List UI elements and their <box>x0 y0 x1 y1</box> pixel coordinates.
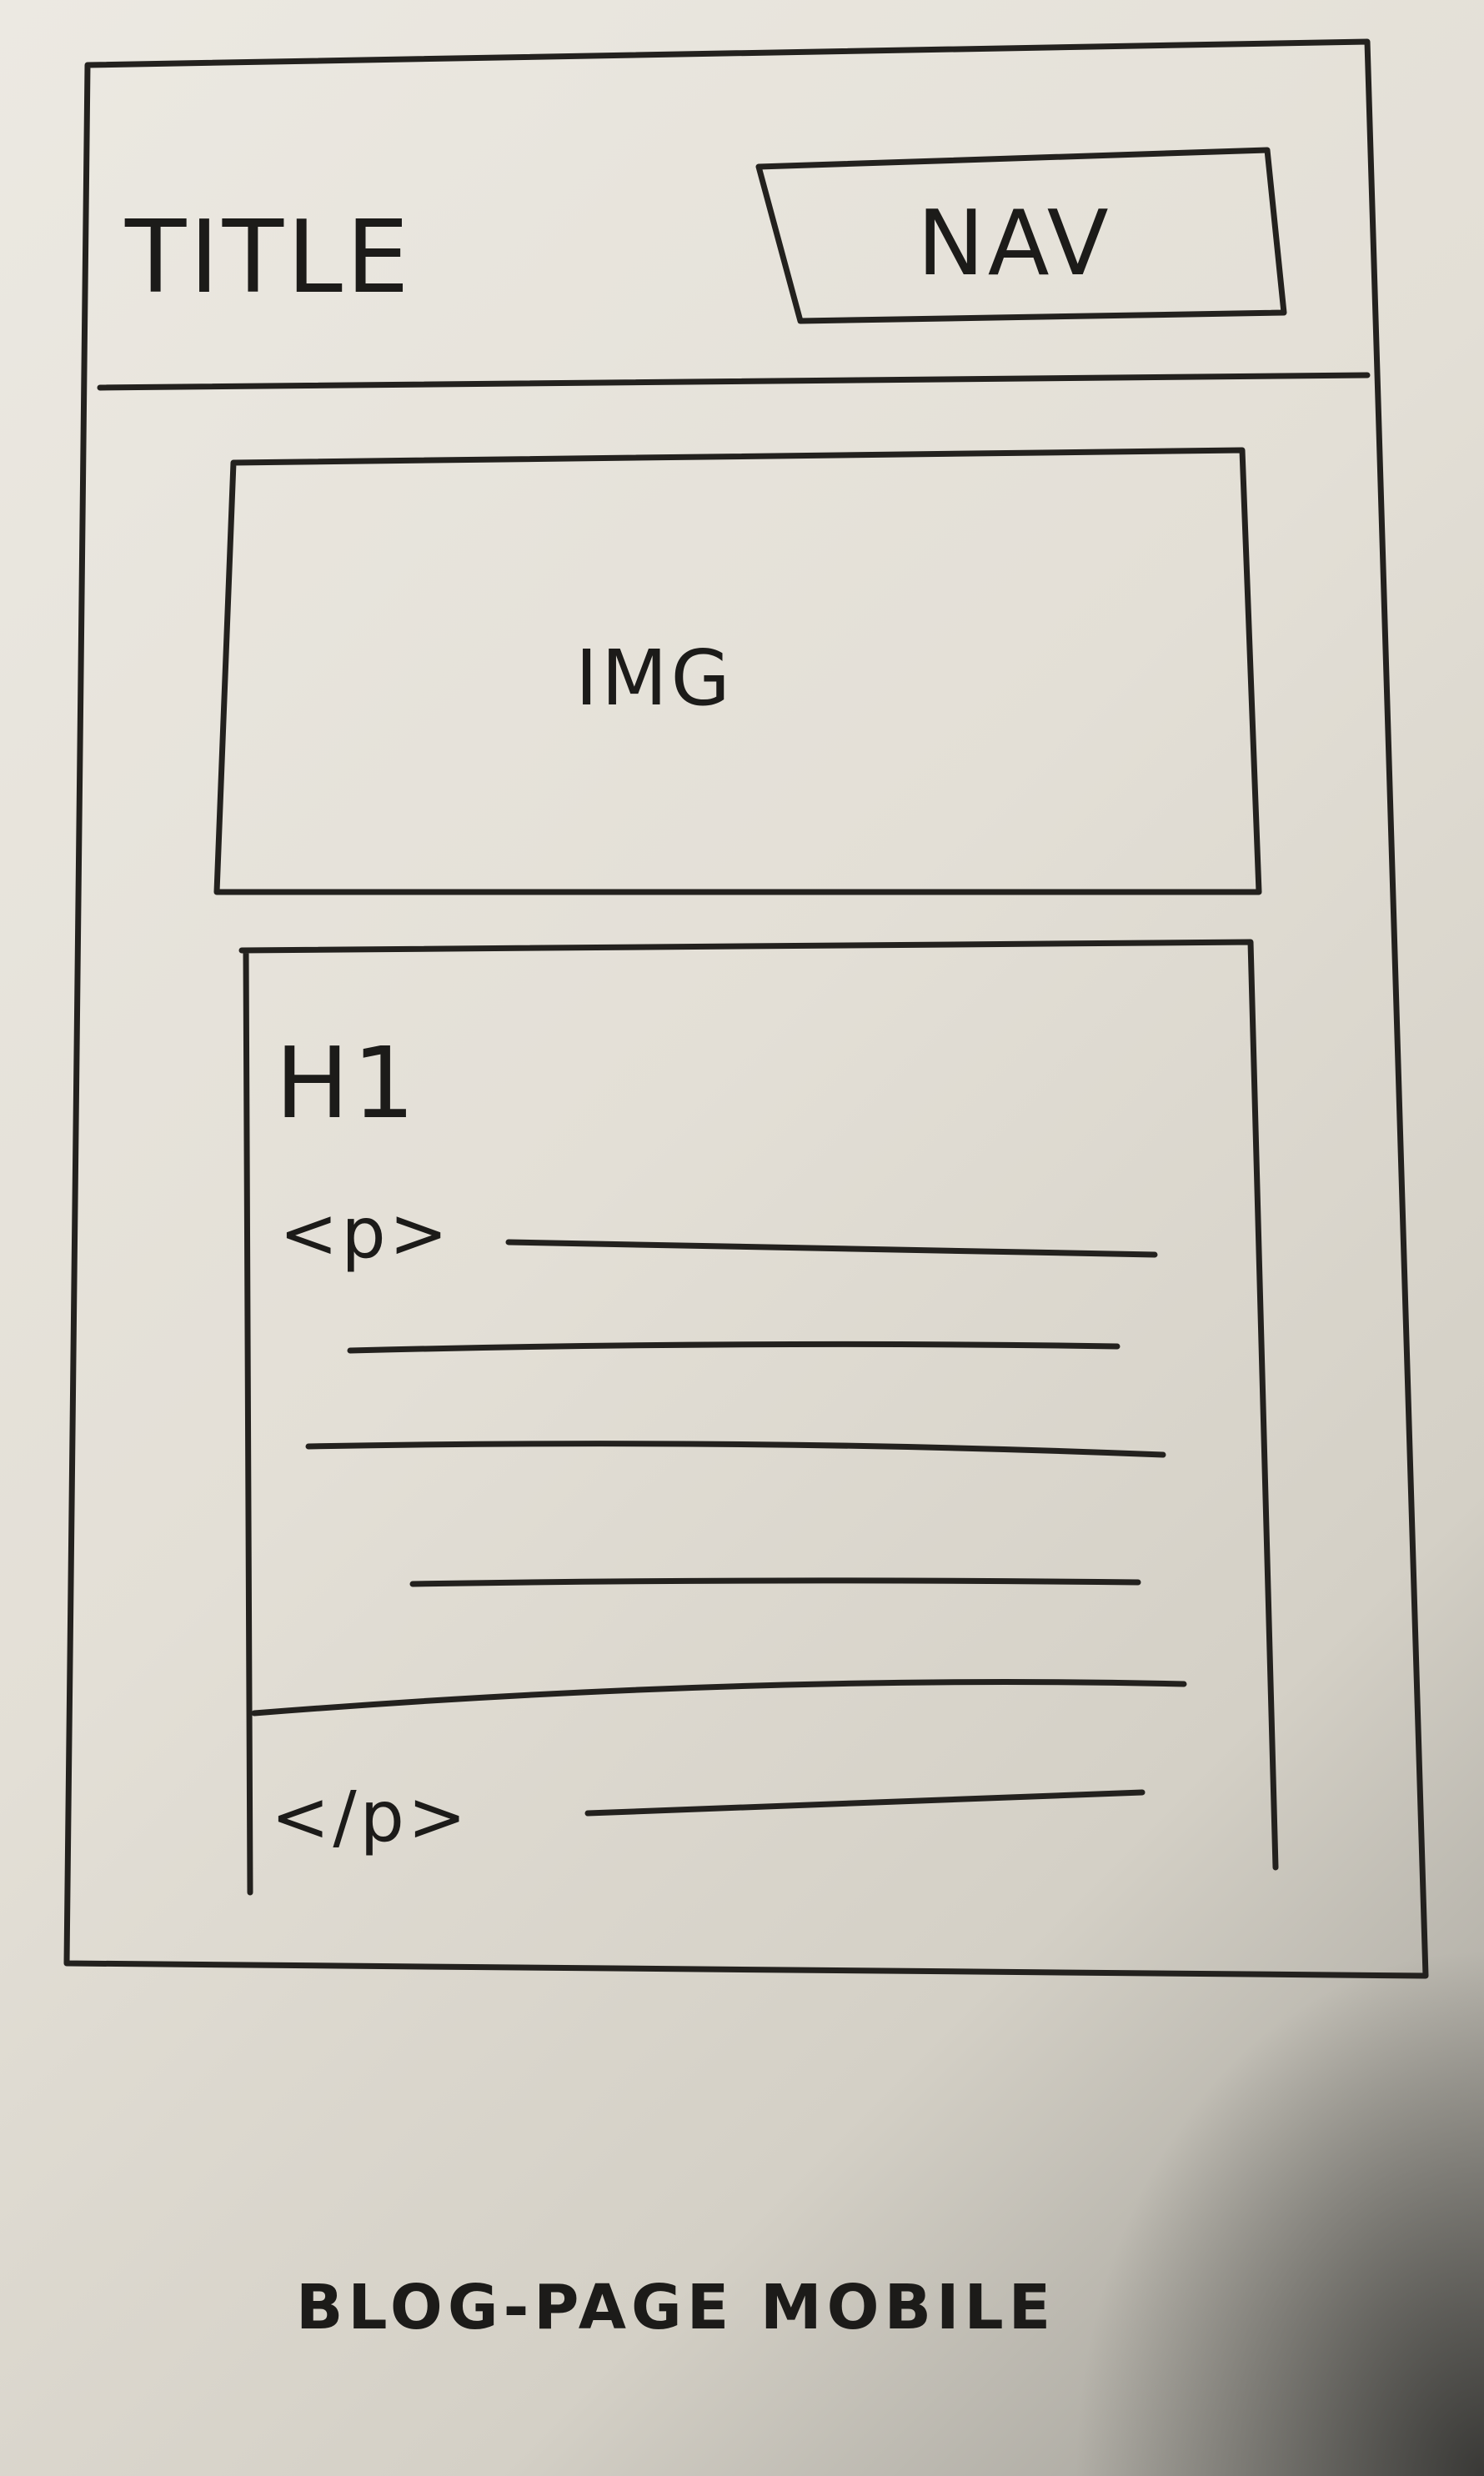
heading-label: H1 <box>275 1025 419 1140</box>
paragraph-open-tag: <p> <box>279 1192 452 1274</box>
text-line-6 <box>584 1789 1146 1817</box>
phone-frame <box>63 38 1429 1979</box>
text-line-3 <box>305 1441 1166 1458</box>
text-line-5 <box>251 1679 1187 1717</box>
caption: BLOG-PAGE MOBILE <box>296 2272 1056 2343</box>
article-box-outline <box>238 939 1279 1896</box>
paragraph-close-tag: </p> <box>271 1776 470 1857</box>
image-box-outline <box>213 447 1262 895</box>
text-line-1 <box>505 1239 1158 1258</box>
text-line-4 <box>409 1577 1141 1587</box>
image-label: IMG <box>575 634 734 723</box>
header-divider <box>97 372 1371 391</box>
title-label: TITLE <box>125 200 413 316</box>
nav-box-outline <box>755 147 1287 324</box>
text-line-2 <box>347 1341 1121 1354</box>
nav-label: NAV <box>917 192 1112 296</box>
